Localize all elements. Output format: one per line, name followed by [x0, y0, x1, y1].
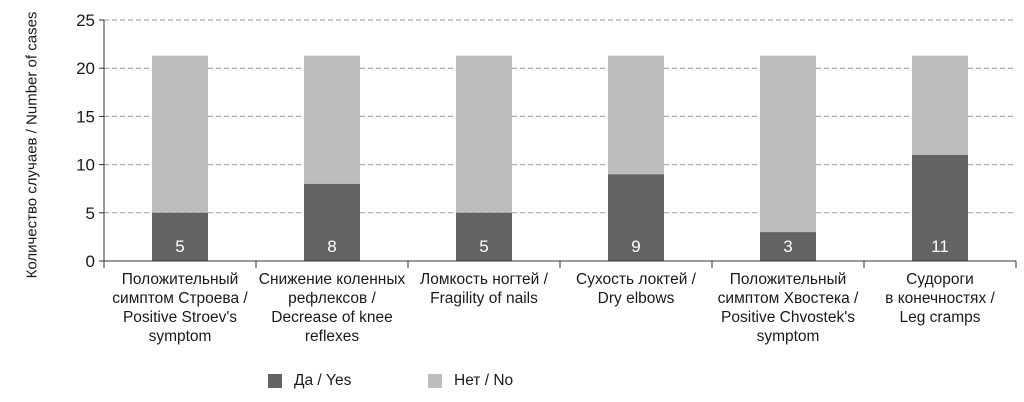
y-axis-title: Количество случаев / Number of cases — [8, 12, 56, 279]
x-category-label-line: Positive Stroev's — [122, 309, 238, 326]
legend-swatch-yes — [268, 374, 282, 388]
bar-value-label: 5 — [479, 237, 488, 256]
x-category-label-line: Fragility of nails — [430, 290, 538, 307]
x-category-label-line: Снижение коленных — [258, 271, 406, 288]
bar-no — [304, 55, 360, 184]
x-category-label-line: Судороги — [906, 271, 974, 288]
bar-yes — [152, 212, 208, 261]
bar-value-label: 11 — [931, 237, 949, 256]
x-category-label: Ломкость ногтей / Fragility of nails — [409, 270, 559, 308]
x-category-label: Снижение коленных рефлексов / Decrease of … — [257, 270, 407, 346]
bar-value-label: 3 — [783, 237, 792, 256]
y-tick-label: 10 — [76, 156, 95, 175]
x-category-label: Положительный симптом Строева / Positive S… — [105, 270, 255, 346]
y-tick-label: 25 — [76, 11, 95, 30]
x-category-label-line: в конечностях / — [885, 290, 995, 307]
bar-no — [608, 55, 664, 175]
legend-label-no: Нет / No — [454, 372, 514, 389]
y-tick-label: 5 — [86, 204, 95, 223]
x-category-label: Сухость локтей / Dry elbows — [561, 270, 711, 308]
x-category-label: Судороги в конечностях / Leg cramps — [865, 270, 1015, 327]
x-category-label-line: symptom — [148, 328, 212, 345]
x-category-label: Положительный симптом Хвостека / Positive … — [713, 270, 863, 346]
x-category-label-line: рефлексов / — [288, 290, 376, 307]
bar-value-label: 8 — [327, 237, 336, 256]
y-axis-title-text: Количество случаев / Number of cases — [23, 11, 41, 279]
bar-no — [456, 55, 512, 213]
bar-value-label: 5 — [175, 237, 184, 256]
x-category-label-line: Ломкость ногтей / — [420, 271, 548, 288]
y-tick-label: 0 — [86, 252, 95, 271]
x-category-label-line: Положительный — [121, 271, 239, 288]
legend-item-yes: Да / Yes — [268, 372, 351, 390]
x-category-label-line: Positive Chvostek's — [721, 309, 855, 326]
x-category-label-line: Decrease of knee — [271, 309, 393, 326]
legend-item-no: Нет / No — [428, 372, 513, 390]
x-category-label-line: симптом Строева / — [112, 290, 248, 307]
bar-no — [760, 55, 816, 233]
x-category-label-line: symptom — [756, 328, 820, 345]
bar-yes — [304, 183, 360, 261]
x-category-label-line: симптом Хвостека / — [717, 290, 859, 307]
x-category-label-line: reflexes — [304, 328, 360, 345]
y-tick-label: 20 — [76, 59, 95, 78]
legend-label-yes: Да / Yes — [294, 372, 352, 389]
x-category-label-line: Положительный — [729, 271, 847, 288]
x-category-label-line: Leg cramps — [899, 309, 981, 326]
x-category-label-line: Dry elbows — [597, 290, 675, 307]
bar-yes — [760, 232, 816, 261]
bar-value-label: 9 — [631, 237, 640, 256]
bar-yes — [456, 212, 512, 261]
bar-yes — [912, 154, 968, 261]
x-category-label-line: Сухость локтей / — [576, 271, 696, 288]
y-tick-label: 15 — [76, 107, 95, 126]
bar-no — [152, 55, 208, 213]
bar-no — [912, 55, 968, 155]
bar-yes — [608, 174, 664, 261]
legend-swatch-no — [428, 374, 442, 388]
